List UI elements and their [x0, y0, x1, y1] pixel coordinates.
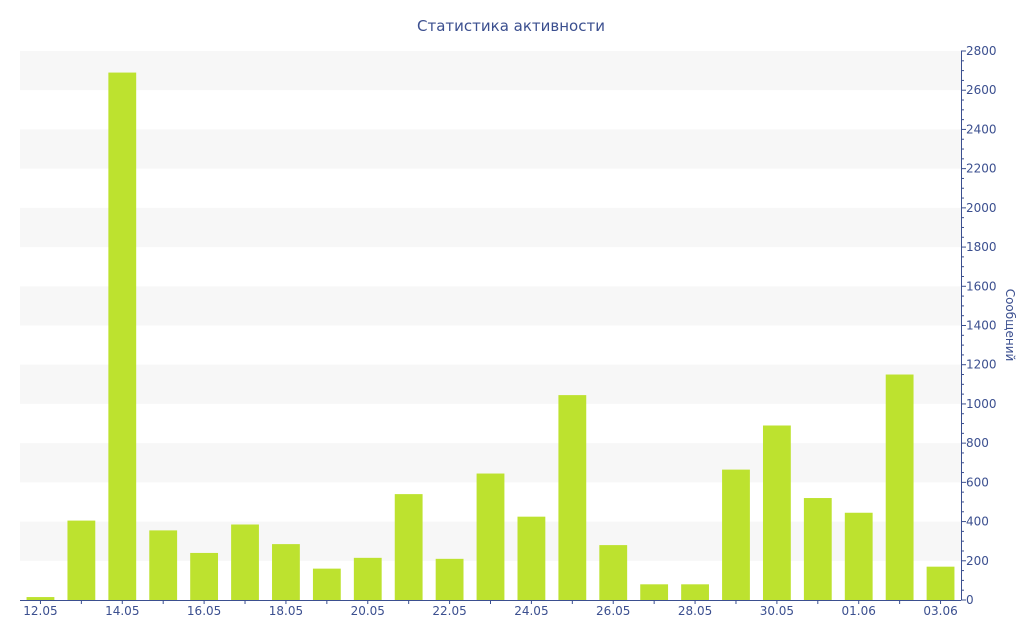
bar-16.05: [190, 552, 219, 600]
x-axis: 12.05 14.05 16.05 18.05 20.05 22.05 24.05 26.05…: [20, 600, 961, 618]
bar-27.05: [640, 584, 669, 600]
bar-24.05: [517, 516, 546, 600]
x-tick-label: 28.05: [678, 604, 712, 618]
y-tick-label: 1400: [966, 319, 997, 333]
y-tick-label: 1600: [966, 279, 997, 293]
y-tick-label: 0: [966, 593, 974, 607]
bar-22.05: [435, 558, 464, 600]
bar-03.06: [926, 566, 955, 600]
grid-band: [20, 207, 961, 248]
bar-26.05: [599, 545, 628, 600]
bar-18.05: [272, 544, 300, 600]
grid-band: [20, 364, 961, 404]
x-tick-label: 12.05: [23, 604, 57, 618]
bar-12.05: [26, 597, 55, 600]
y-tick-label: 200: [966, 554, 989, 568]
bar-17.05: [231, 524, 259, 600]
chart-title: Статистика активности: [417, 17, 605, 35]
bar-20.05: [353, 557, 382, 600]
y-tick-label: 2000: [966, 201, 997, 215]
x-tick-label: 01.06: [842, 604, 876, 618]
x-tick-label: 03.06: [923, 604, 957, 618]
grid-band: [20, 129, 961, 169]
bar-30.05: [762, 425, 791, 600]
bar-29.05: [722, 469, 750, 600]
x-tick-label: 18.05: [269, 604, 303, 618]
x-tick-label: 16.05: [187, 604, 221, 618]
bar-15.05: [149, 530, 178, 600]
bar-25.05: [558, 395, 587, 600]
x-tick-label: 20.05: [351, 604, 385, 618]
grid-band: [20, 286, 961, 326]
y-axis: 0 200 400 600 800 1000 1200 1400 1600 1800 2000 220…: [961, 44, 997, 607]
y-tick-label: 1200: [966, 358, 997, 372]
bar-02.06: [885, 374, 914, 600]
bar-21.05: [394, 494, 423, 600]
x-tick-label: 14.05: [105, 604, 139, 618]
bars-group: [26, 72, 955, 600]
y-tick-label: 2400: [966, 122, 997, 136]
y-tick-label: 2800: [966, 44, 997, 58]
y-tick-label: 2600: [966, 83, 997, 97]
x-tick-label: 24.05: [514, 604, 548, 618]
bar-14.05: [108, 72, 137, 600]
x-tick-label: 26.05: [596, 604, 630, 618]
y-tick-label: 2200: [966, 162, 997, 176]
y-tick-label: 600: [966, 475, 989, 489]
bar-31.05: [803, 498, 832, 600]
grid-band: [20, 51, 961, 91]
bar-19.05: [312, 568, 341, 600]
y-axis-label: Сообщений: [1003, 289, 1017, 362]
bar-13.05: [67, 520, 96, 600]
x-tick-label: 30.05: [760, 604, 794, 618]
bar-23.05: [476, 473, 505, 600]
grid-bands: [20, 51, 961, 561]
x-tick-label: 22.05: [432, 604, 466, 618]
y-tick-label: 400: [966, 515, 989, 529]
y-tick-label: 1000: [966, 397, 997, 411]
y-tick-label: 800: [966, 436, 989, 450]
bar-28.05: [681, 584, 709, 600]
y-tick-label: 1800: [966, 240, 997, 254]
bar-01.06: [844, 512, 873, 600]
